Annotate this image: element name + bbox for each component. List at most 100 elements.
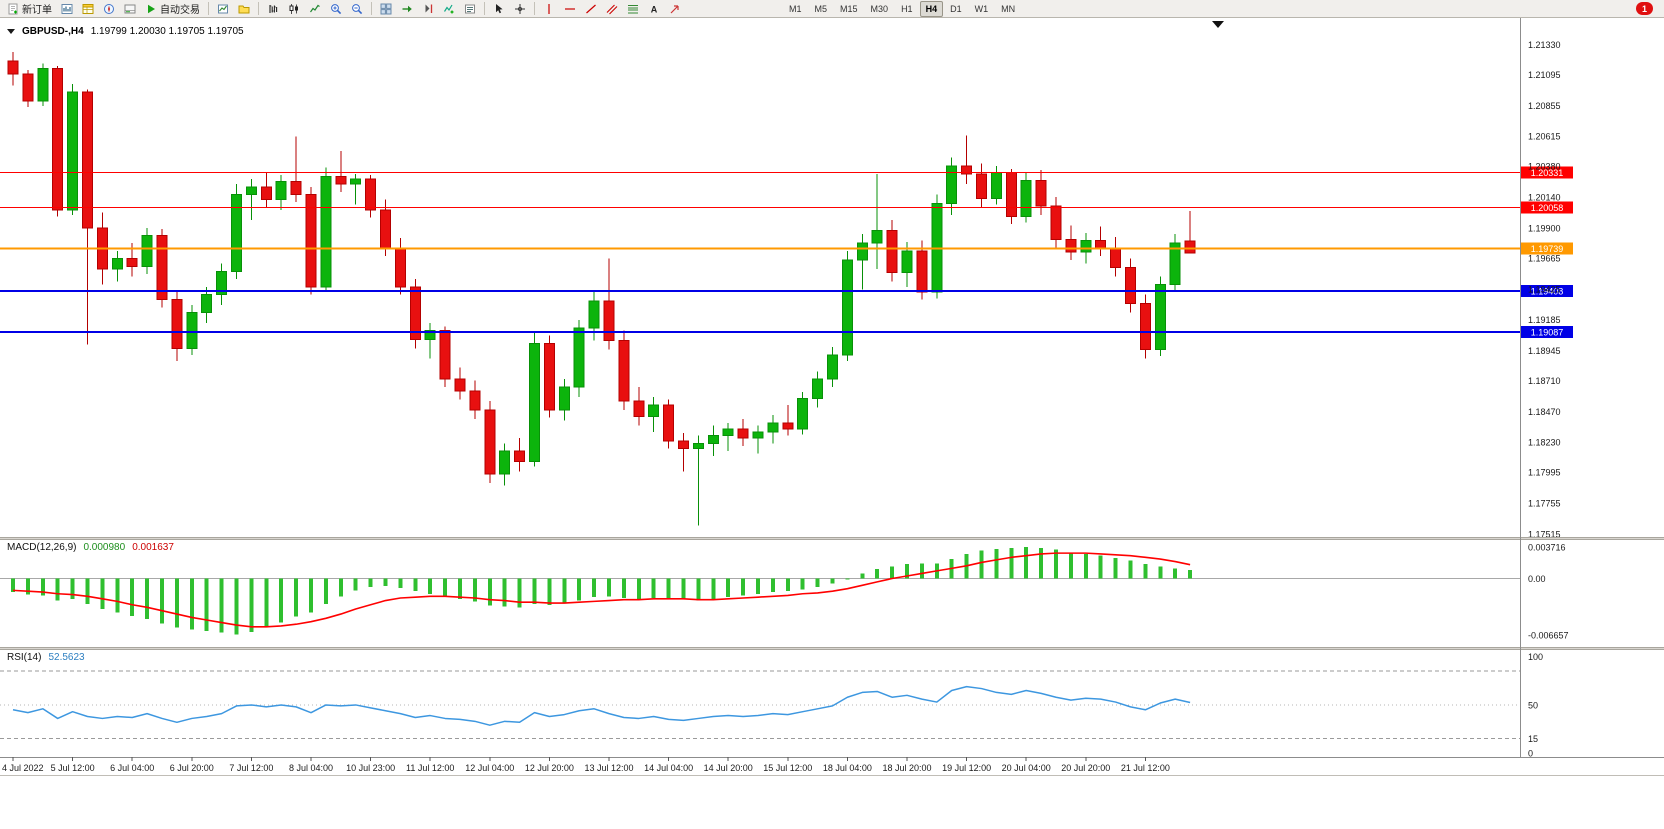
- toolbar-auto-scroll-icon-button[interactable]: [397, 0, 417, 17]
- line-chart-icon: [310, 4, 320, 12]
- pane-separator[interactable]: [0, 647, 1664, 650]
- toolbar-equidistant-channel-icon-button[interactable]: [602, 0, 622, 17]
- candle-bullish: [1169, 242, 1181, 285]
- macd-axis-label: 0.00: [1528, 574, 1546, 584]
- bar-chart-icon: [269, 4, 278, 13]
- candle-bearish: [916, 250, 928, 293]
- time-axis-label: 20 Jul 04:00: [1002, 763, 1051, 773]
- macd-histogram-bar: [383, 578, 388, 587]
- candle-bearish: [156, 235, 168, 301]
- candle-bearish: [409, 286, 421, 340]
- toolbar-zoom-in-icon-button[interactable]: [326, 0, 346, 17]
- candle-bullish: [67, 91, 79, 211]
- toolbar-chart-shift-icon-button[interactable]: [418, 0, 438, 17]
- macd-histogram-bar: [428, 578, 433, 594]
- toolbar-objects-list-icon-button[interactable]: [460, 0, 480, 17]
- toolbar-new-order-button[interactable]: 新订单: [3, 0, 56, 17]
- auto-scroll-icon: [402, 5, 412, 12]
- toolbar-separator: [208, 2, 209, 15]
- price-axis-label: 1.20140: [1528, 193, 1561, 203]
- price-level-badge: [1521, 284, 1573, 297]
- toolbar-candlestick-icon-button[interactable]: [284, 0, 304, 17]
- macd-histogram: [11, 547, 1193, 635]
- toolbar-arrow-tool-icon-button[interactable]: [665, 0, 685, 17]
- chart-shift-marker[interactable]: [1212, 21, 1224, 28]
- toolbar-horizontal-line-icon-button[interactable]: [560, 0, 580, 17]
- toolbar-navigator-icon-button[interactable]: [99, 0, 119, 17]
- toolbar-fibonacci-icon-button[interactable]: [623, 0, 643, 17]
- timeframe-m30-button[interactable]: M30: [870, 3, 889, 14]
- chart-canvas[interactable]: 1.20331 1.20058 1.19739 1.19408 1.19087 1.213…: [0, 18, 1664, 829]
- candle-bearish: [618, 340, 630, 402]
- toolbar-new-chart-icon-button[interactable]: [213, 0, 233, 17]
- macd-histogram-bar: [160, 578, 164, 624]
- toolbar-zoom-out-icon-button[interactable]: [347, 0, 367, 17]
- candle-bullish: [767, 422, 779, 433]
- toolbar-bar-chart-icon-button[interactable]: [263, 0, 283, 17]
- notifications-badge[interactable]: 1: [1636, 2, 1653, 15]
- macd-histogram-bar: [547, 578, 552, 605]
- candle-bullish: [529, 342, 540, 462]
- macd-histogram-bar: [1143, 564, 1148, 579]
- time-axis-label: 15 Jul 12:00: [763, 763, 812, 773]
- candle-bullish: [722, 428, 734, 437]
- candlestick-icon: [289, 3, 298, 14]
- timeframe-w1-button[interactable]: W1: [974, 3, 989, 14]
- candle-bearish: [633, 400, 645, 417]
- macd-histogram-bar: [1054, 549, 1058, 579]
- toolbar-text-label-icon-button[interactable]: A: [644, 0, 664, 17]
- zoom-in-icon: [331, 3, 342, 14]
- toolbar-autotrading-button[interactable]: 自动交易: [141, 0, 204, 17]
- rsi-axis-label: 15: [1528, 734, 1538, 744]
- toolbar-charts-icon-button[interactable]: [57, 0, 77, 17]
- time-axis-label: 12 Jul 04:00: [465, 763, 514, 773]
- candle-bearish: [543, 342, 555, 411]
- toolbar-line-chart-icon-button[interactable]: [305, 0, 325, 17]
- macd-histogram-bar: [413, 578, 418, 592]
- chart-ohlc-values: 1.19799 1.20030 1.19705 1.19705: [90, 26, 244, 37]
- macd-histogram-bar: [785, 578, 790, 592]
- macd-histogram-bar: [681, 578, 686, 600]
- toolbar-cursor-icon-button[interactable]: [489, 0, 509, 17]
- toolbar-separator: [258, 2, 259, 15]
- timeframe-m1-button[interactable]: M1: [789, 3, 802, 14]
- timeframe-mn-button[interactable]: MN: [1001, 3, 1016, 14]
- candle-bullish: [856, 242, 868, 261]
- macd-histogram-bar: [174, 578, 179, 628]
- timeframe-d1-button[interactable]: D1: [950, 3, 962, 14]
- macd-histogram-bar: [85, 578, 90, 604]
- time-axis-label: 14 Jul 20:00: [704, 763, 753, 773]
- macd-histogram-bar: [741, 578, 746, 596]
- pane-separator[interactable]: [0, 537, 1664, 540]
- candle-bullish: [275, 181, 287, 201]
- toolbar-market-watch-icon-button[interactable]: [78, 0, 98, 17]
- macd-histogram-bar: [249, 578, 254, 632]
- price-axis-label: 1.20380: [1528, 162, 1561, 172]
- timeframe-h1-button[interactable]: H1: [901, 3, 913, 14]
- toolbar-tile-windows-icon-button[interactable]: [376, 0, 396, 17]
- one-click-trading-toggle[interactable]: [7, 29, 15, 34]
- rsi-axis-label: 100: [1528, 652, 1543, 662]
- candle-bearish: [961, 165, 973, 175]
- macd-histogram-bar: [517, 578, 522, 608]
- macd-histogram-bar: [1083, 553, 1088, 579]
- candle-bearish: [394, 247, 406, 288]
- toolbar-crosshair-icon-button[interactable]: [510, 0, 530, 17]
- timeframe-m5-button[interactable]: M5: [814, 3, 828, 14]
- price-level-badge-label: 1.20331: [1531, 168, 1564, 178]
- macd-histogram-bar: [338, 578, 343, 597]
- timeframe-h4-button[interactable]: H4: [919, 0, 944, 17]
- candle-bearish: [290, 181, 302, 195]
- timeframe-m15-button[interactable]: M15: [840, 3, 858, 14]
- price-level-badge: [1521, 242, 1573, 255]
- price-axis-label: 1.18945: [1528, 346, 1561, 356]
- toolbar-indicators-icon-button[interactable]: [439, 0, 459, 17]
- objects-list-icon: [465, 4, 475, 13]
- candle-bearish: [52, 68, 64, 211]
- toolbar-profiles-icon-button[interactable]: [234, 0, 254, 17]
- toolbar-trendline-icon-button[interactable]: [581, 0, 601, 17]
- macd-histogram-bar: [368, 578, 373, 587]
- toolbar-terminal-icon-button[interactable]: [120, 0, 140, 17]
- toolbar-vertical-line-icon-button[interactable]: [539, 0, 559, 17]
- candle-bullish: [111, 258, 123, 270]
